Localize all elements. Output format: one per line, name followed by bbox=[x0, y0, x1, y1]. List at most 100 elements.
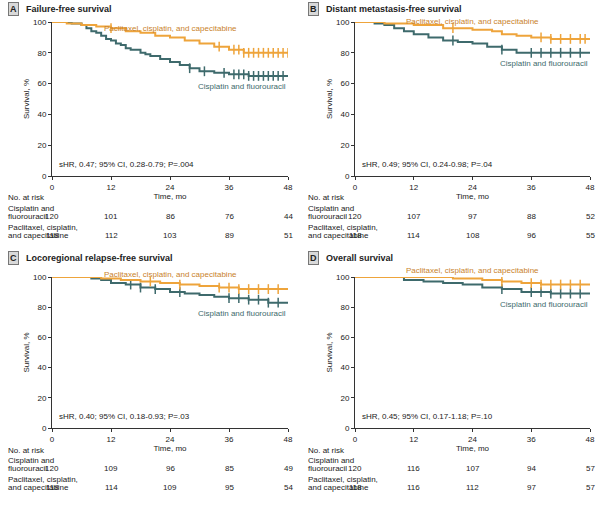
svg-text:55: 55 bbox=[586, 231, 595, 240]
svg-text:0: 0 bbox=[345, 172, 350, 181]
svg-text:97: 97 bbox=[468, 212, 477, 221]
svg-text:94: 94 bbox=[527, 464, 536, 473]
svg-text:fluorouracil: fluorouracil bbox=[308, 212, 347, 221]
svg-text:95: 95 bbox=[225, 483, 234, 492]
svg-text:Cisplatin and: Cisplatin and bbox=[8, 204, 54, 213]
svg-text:60: 60 bbox=[37, 79, 46, 88]
svg-text:107: 107 bbox=[466, 464, 480, 473]
svg-text:Paclitaxel, cisplatin, and cap: Paclitaxel, cisplatin, and capecitabine bbox=[104, 24, 237, 33]
svg-text:96: 96 bbox=[527, 231, 536, 240]
svg-text:Time, mo: Time, mo bbox=[153, 192, 187, 201]
svg-text:40: 40 bbox=[37, 110, 46, 119]
svg-text:Cisplatin and fluorouracil: Cisplatin and fluorouracil bbox=[500, 300, 588, 309]
svg-text:116: 116 bbox=[407, 483, 420, 492]
svg-text:40: 40 bbox=[37, 363, 46, 372]
svg-text:114: 114 bbox=[105, 483, 118, 492]
svg-text:sHR, 0.40; 95% CI, 0.18-0.93;: sHR, 0.40; 95% CI, 0.18-0.93; P=.03 bbox=[59, 412, 190, 421]
svg-text:103: 103 bbox=[163, 231, 177, 240]
svg-text:Paclitaxel, cisplatin,: Paclitaxel, cisplatin, bbox=[308, 475, 378, 484]
svg-text:100: 100 bbox=[33, 18, 47, 27]
svg-text:48: 48 bbox=[284, 435, 293, 444]
svg-text:20: 20 bbox=[340, 141, 349, 150]
svg-text:120: 120 bbox=[348, 464, 362, 473]
svg-text:Paclitaxel, cisplatin,: Paclitaxel, cisplatin, bbox=[8, 223, 78, 232]
svg-text:36: 36 bbox=[225, 183, 234, 192]
svg-text:24: 24 bbox=[468, 183, 477, 192]
svg-text:100: 100 bbox=[33, 273, 47, 282]
svg-text:51: 51 bbox=[284, 231, 293, 240]
svg-text:48: 48 bbox=[586, 183, 595, 192]
svg-text:24: 24 bbox=[166, 183, 175, 192]
svg-text:20: 20 bbox=[37, 394, 46, 403]
svg-text:96: 96 bbox=[166, 464, 175, 473]
svg-text:and capecitabine: and capecitabine bbox=[308, 483, 369, 492]
svg-text:No. at risk: No. at risk bbox=[8, 446, 45, 455]
svg-text:120: 120 bbox=[45, 464, 59, 473]
svg-text:108: 108 bbox=[466, 231, 480, 240]
svg-text:36: 36 bbox=[225, 435, 234, 444]
svg-text:120: 120 bbox=[348, 212, 362, 221]
svg-text:12: 12 bbox=[409, 183, 418, 192]
svg-text:Cisplatin and: Cisplatin and bbox=[308, 456, 354, 465]
svg-text:C: C bbox=[10, 253, 17, 263]
svg-text:Paclitaxel, cisplatin,: Paclitaxel, cisplatin, bbox=[8, 475, 78, 484]
svg-text:44: 44 bbox=[284, 212, 293, 221]
svg-text:B: B bbox=[310, 4, 317, 14]
svg-text:Cisplatin and fluorouracil: Cisplatin and fluorouracil bbox=[198, 82, 286, 91]
svg-text:0: 0 bbox=[345, 424, 350, 433]
svg-text:Paclitaxel, cisplatin, and cap: Paclitaxel, cisplatin, and capecitabine bbox=[104, 270, 237, 279]
svg-text:100: 100 bbox=[336, 273, 350, 282]
svg-text:54: 54 bbox=[284, 483, 293, 492]
svg-text:36: 36 bbox=[527, 183, 536, 192]
svg-text:0: 0 bbox=[50, 183, 55, 192]
svg-text:0: 0 bbox=[353, 435, 358, 444]
svg-text:0: 0 bbox=[42, 424, 47, 433]
svg-text:118: 118 bbox=[349, 231, 362, 240]
svg-text:D: D bbox=[310, 253, 317, 263]
svg-text:60: 60 bbox=[340, 333, 349, 342]
svg-text:0: 0 bbox=[50, 435, 55, 444]
svg-text:116: 116 bbox=[407, 464, 420, 473]
svg-text:12: 12 bbox=[107, 183, 116, 192]
svg-text:0: 0 bbox=[42, 172, 47, 181]
svg-text:Cisplatin and fluorouracil: Cisplatin and fluorouracil bbox=[198, 309, 286, 318]
svg-text:57: 57 bbox=[586, 464, 595, 473]
svg-text:sHR, 0.47; 95% CI, 0.28-0.79;: sHR, 0.47; 95% CI, 0.28-0.79; P=.004 bbox=[59, 160, 194, 169]
svg-text:89: 89 bbox=[225, 231, 234, 240]
svg-text:No. at risk: No. at risk bbox=[308, 193, 345, 202]
svg-text:Survival, %: Survival, % bbox=[325, 332, 334, 372]
svg-text:Distant metastasis-free surviv: Distant metastasis-free survival bbox=[326, 4, 462, 14]
svg-text:118: 118 bbox=[349, 483, 362, 492]
svg-text:118: 118 bbox=[46, 231, 59, 240]
svg-text:sHR, 0.45; 95% CI, 0.17-1.18;: sHR, 0.45; 95% CI, 0.17-1.18; P=.10 bbox=[362, 412, 493, 421]
svg-text:Failure-free survival: Failure-free survival bbox=[26, 4, 112, 14]
svg-text:Overall survival: Overall survival bbox=[326, 253, 393, 263]
svg-text:No. at risk: No. at risk bbox=[308, 446, 345, 455]
svg-text:Time, mo: Time, mo bbox=[456, 192, 490, 201]
svg-text:Cisplatin and: Cisplatin and bbox=[308, 204, 354, 213]
svg-text:109: 109 bbox=[163, 483, 177, 492]
svg-text:85: 85 bbox=[225, 464, 234, 473]
svg-text:80: 80 bbox=[340, 303, 349, 312]
svg-text:0: 0 bbox=[353, 183, 358, 192]
svg-text:80: 80 bbox=[37, 49, 46, 58]
svg-text:Survival, %: Survival, % bbox=[325, 79, 334, 119]
svg-text:40: 40 bbox=[340, 110, 349, 119]
svg-text:80: 80 bbox=[37, 303, 46, 312]
svg-text:fluorouracil: fluorouracil bbox=[8, 464, 47, 473]
svg-text:48: 48 bbox=[284, 183, 293, 192]
svg-text:12: 12 bbox=[107, 435, 116, 444]
svg-text:107: 107 bbox=[407, 212, 421, 221]
svg-text:112: 112 bbox=[466, 483, 479, 492]
svg-text:fluorouracil: fluorouracil bbox=[308, 464, 347, 473]
svg-text:100: 100 bbox=[336, 18, 350, 27]
svg-text:12: 12 bbox=[409, 435, 418, 444]
svg-text:No. at risk: No. at risk bbox=[8, 193, 45, 202]
svg-text:24: 24 bbox=[166, 435, 175, 444]
svg-text:Locoregional relapse-free surv: Locoregional relapse-free survival bbox=[26, 253, 173, 263]
svg-text:76: 76 bbox=[225, 212, 234, 221]
svg-text:60: 60 bbox=[340, 79, 349, 88]
svg-text:and capecitabine: and capecitabine bbox=[308, 231, 369, 240]
svg-text:114: 114 bbox=[407, 231, 420, 240]
svg-text:112: 112 bbox=[105, 231, 118, 240]
